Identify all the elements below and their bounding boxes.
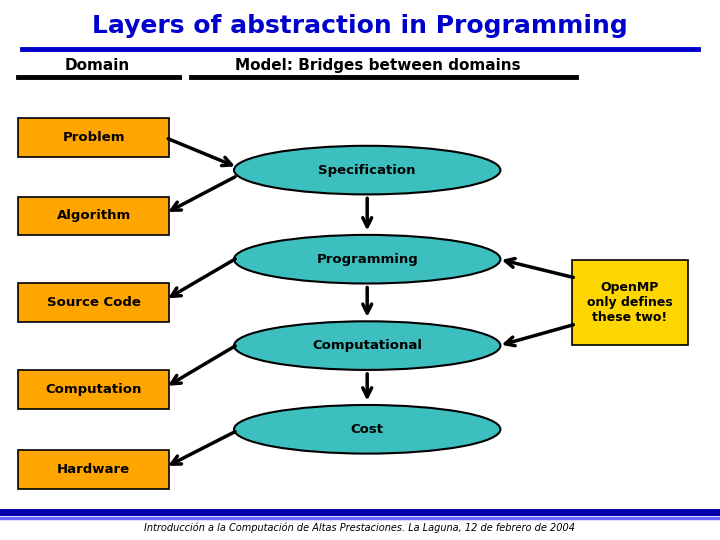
- Text: Programming: Programming: [316, 253, 418, 266]
- Text: Specification: Specification: [318, 164, 416, 177]
- Text: Computational: Computational: [312, 339, 422, 352]
- Ellipse shape: [234, 405, 500, 454]
- Text: Layers of abstraction in Programming: Layers of abstraction in Programming: [92, 14, 628, 38]
- Text: Computation: Computation: [45, 383, 142, 396]
- Text: Problem: Problem: [63, 131, 125, 144]
- Text: Hardware: Hardware: [57, 463, 130, 476]
- Ellipse shape: [234, 146, 500, 194]
- FancyBboxPatch shape: [18, 118, 169, 157]
- Text: Cost: Cost: [351, 423, 384, 436]
- Text: Source Code: Source Code: [47, 296, 140, 309]
- Ellipse shape: [234, 235, 500, 284]
- FancyBboxPatch shape: [18, 450, 169, 489]
- Text: Algorithm: Algorithm: [56, 210, 131, 222]
- FancyBboxPatch shape: [18, 197, 169, 235]
- Text: Domain: Domain: [65, 58, 130, 73]
- FancyBboxPatch shape: [18, 283, 169, 322]
- FancyBboxPatch shape: [18, 370, 169, 409]
- Text: OpenMP
only defines
these two!: OpenMP only defines these two!: [587, 281, 673, 324]
- FancyBboxPatch shape: [572, 260, 688, 345]
- Text: Introducción a la Computación de Altas Prestaciones. La Laguna, 12 de febrero de: Introducción a la Computación de Altas P…: [145, 523, 575, 534]
- Text: Model: Bridges between domains: Model: Bridges between domains: [235, 58, 521, 73]
- Ellipse shape: [234, 321, 500, 370]
